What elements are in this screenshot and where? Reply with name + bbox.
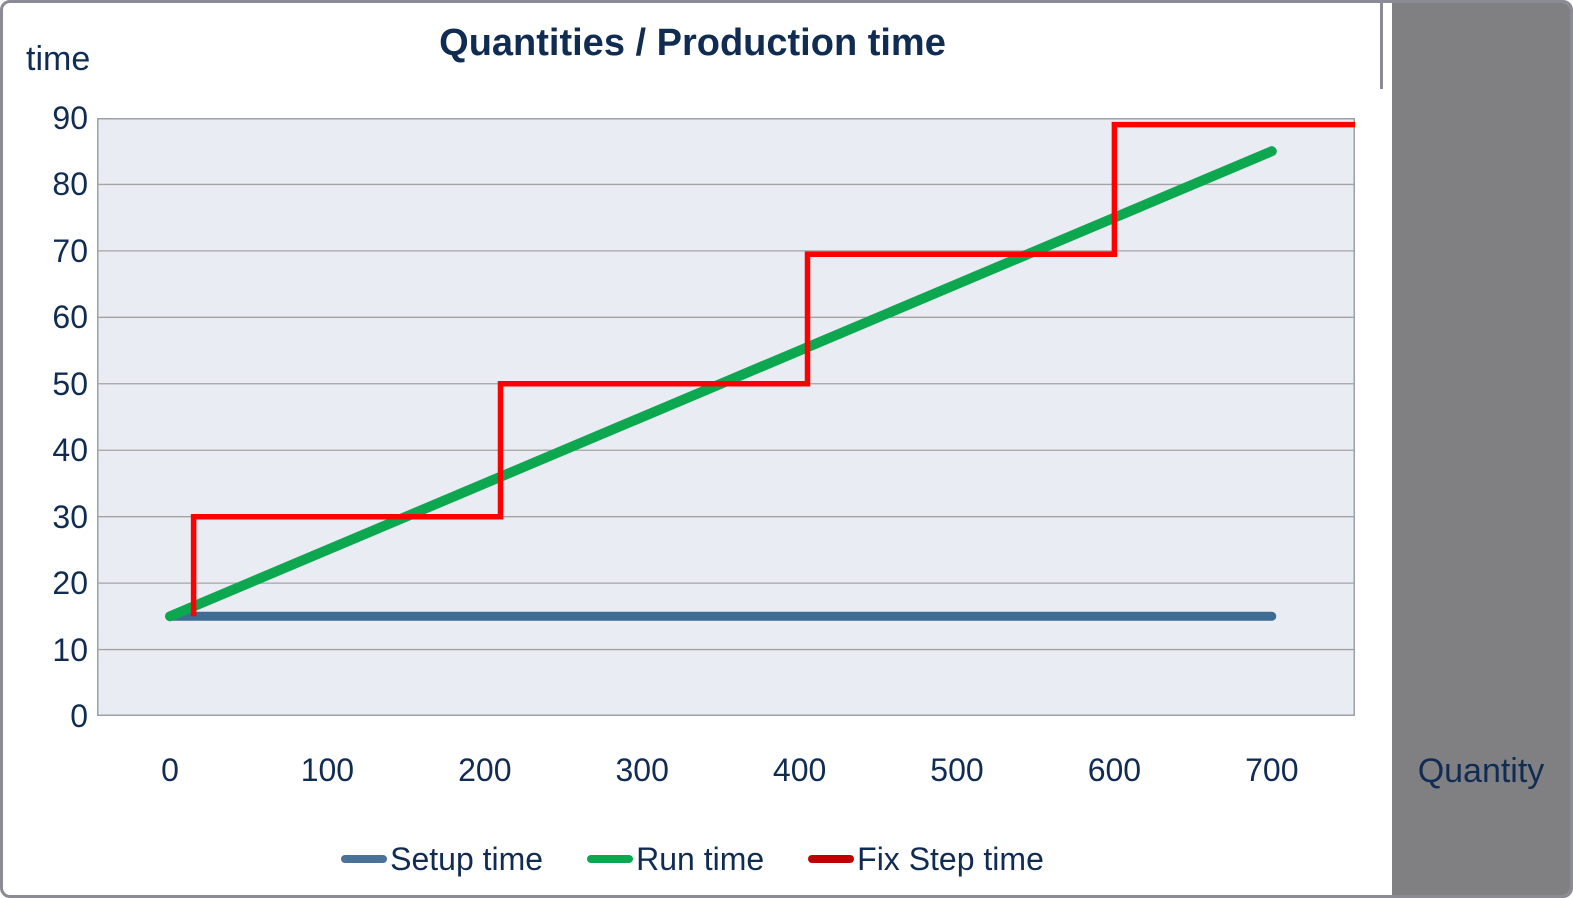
x-tick-label-0: 0 xyxy=(161,752,179,788)
legend-label: Run time xyxy=(636,840,765,877)
plot-background xyxy=(97,118,1355,716)
legend-swatch-setup-time xyxy=(341,855,388,863)
legend-label: Setup time xyxy=(390,840,544,877)
legend-item-run-time: Run time xyxy=(587,841,764,878)
chart-title: Quantities / Production time xyxy=(439,22,946,64)
y-tick-label-60: 60 xyxy=(52,299,88,336)
plot-border xyxy=(97,118,1355,716)
x-tick-label-100: 100 xyxy=(300,752,355,788)
y-tick-label-50: 50 xyxy=(52,365,88,402)
y-tick-label-80: 80 xyxy=(52,166,88,203)
y-tick-label-30: 30 xyxy=(52,498,88,535)
y-tick-label-90: 90 xyxy=(52,100,88,136)
y-tick-label-20: 20 xyxy=(52,565,88,602)
legend-swatch-run-time xyxy=(587,855,634,863)
x-tick-label-600: 600 xyxy=(1087,752,1142,788)
x-tick-label-400: 400 xyxy=(772,752,827,788)
x-tick-label-700: 700 xyxy=(1245,752,1299,788)
divider-line xyxy=(1380,3,1383,89)
y-tick-label-0: 0 xyxy=(70,698,88,734)
series-line-fix-step-time xyxy=(190,121,1355,617)
legend-item-setup-time: Setup time xyxy=(341,841,543,878)
side-panel xyxy=(1392,3,1570,895)
legend-item-fix-step-time: Fix Step time xyxy=(808,841,1044,878)
plot-area xyxy=(97,118,1355,716)
y-tick-label-40: 40 xyxy=(52,432,88,469)
y-tick-label-10: 10 xyxy=(52,631,88,668)
y-tick-label-70: 70 xyxy=(52,232,88,269)
x-tick-label-200: 200 xyxy=(458,752,512,788)
x-axis-title: Quantity xyxy=(1417,752,1545,790)
chart-legend: Setup time Run time Fix Step time xyxy=(0,836,1385,882)
x-tick-label-500: 500 xyxy=(930,752,984,788)
y-axis-title: time xyxy=(26,40,91,78)
legend-label: Fix Step time xyxy=(857,840,1044,877)
legend-swatch-fix-step-time xyxy=(808,855,855,863)
x-tick-label-300: 300 xyxy=(615,752,669,788)
